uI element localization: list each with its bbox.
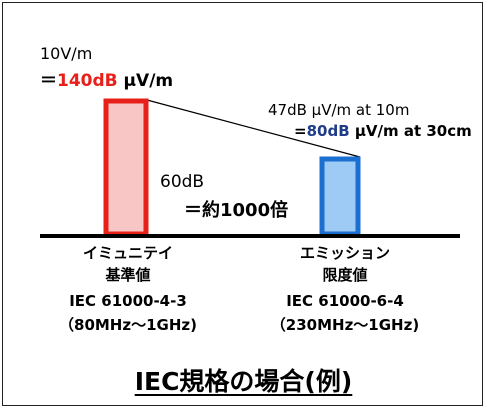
- emission-level-prefix: =: [294, 122, 307, 140]
- emission-bar: [319, 156, 361, 237]
- immunity-bar: [103, 98, 149, 237]
- immunity-level-prefix: ＝: [40, 71, 57, 91]
- emission-standard: IEC 61000-6-4: [286, 292, 404, 310]
- emission-level-unit: μV/m at 30cm: [349, 122, 472, 140]
- immunity-label-line2: 基準値: [105, 266, 151, 284]
- immunity-range: （80MHz～1GHz): [59, 316, 197, 334]
- slide-frame: [2, 2, 483, 406]
- emission-level-line2: =80dB μV/m at 30cm: [294, 122, 472, 140]
- immunity-level-unit: μV/m: [117, 71, 174, 91]
- emission-label-line2: 限度値: [322, 266, 368, 284]
- emission-range: （230MHz～1GHz): [270, 316, 420, 334]
- immunity-level-line1: 10V/m: [40, 44, 93, 63]
- immunity-label-line1: イミュニテイ: [82, 244, 174, 262]
- immunity-standard: IEC 61000-4-3: [69, 292, 187, 310]
- emission-level-line1: 47dB μV/m at 10m: [268, 101, 410, 119]
- emission-level-value: 80dB: [306, 122, 350, 140]
- immunity-level-line2: ＝140dB μV/m: [40, 66, 173, 91]
- difference-ratio: ＝約1000倍: [184, 200, 289, 221]
- level-difference-line: [146, 99, 361, 158]
- difference-db: 60dB: [160, 172, 205, 192]
- immunity-level-value: 140dB: [57, 71, 118, 91]
- slide-title: IEC規格の場合(例): [134, 367, 353, 396]
- emission-label-line1: エミッション: [299, 244, 391, 262]
